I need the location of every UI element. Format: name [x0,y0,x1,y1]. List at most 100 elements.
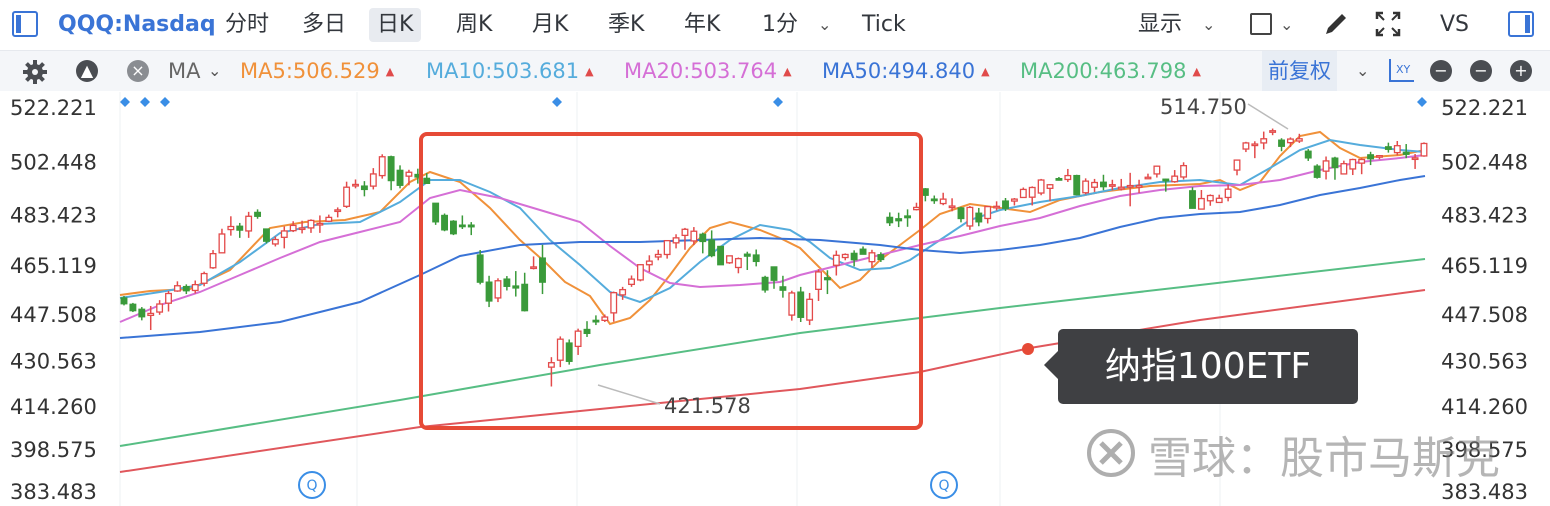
period-tab-yearly-k[interactable]: 年K [684,12,721,37]
candle-body [681,228,689,237]
period-tab-1min[interactable]: 1分 [762,12,798,37]
candle-body [173,285,181,292]
candle-body [1046,184,1054,189]
tooltip-anchor-dot [1022,343,1034,355]
period-tab-daily-k[interactable]: 日K [369,8,422,42]
candle-body [859,248,867,255]
chevron-down-icon[interactable]: ⌄ [1202,15,1216,34]
candle-body [717,245,725,266]
candle-body [797,291,805,318]
gear-icon[interactable] [22,59,48,85]
candle-body [895,218,903,222]
candle-body [1171,175,1179,183]
fullscreen-icon[interactable] [1374,10,1402,38]
candle-body [182,285,190,292]
candle-body [1082,180,1090,194]
zoom-out-icon[interactable]: − [1430,60,1452,82]
y-tick-label-left: 414.260 [10,395,97,419]
y-tick-label-right: 398.575 [1441,438,1528,462]
checkbox-icon[interactable] [1250,13,1272,35]
candle-body [1064,174,1072,181]
candle-body [1304,150,1312,159]
candle-body [1206,194,1214,202]
chevron-down-icon[interactable]: ⌄ [818,15,832,34]
candle-body [165,292,172,304]
ma50-value: MA50:494.840 ▲ [822,59,990,83]
candlestick-chart[interactable]: 522.221 502.448 483.423 465.119 447.508 430.5… [0,92,1550,506]
xueqiu-logo-icon [1087,429,1135,477]
candle-body [458,224,466,228]
candle-body [1251,143,1259,147]
event-diamond-icon [773,97,783,107]
period-tab-intraday[interactable]: 分时 [225,12,270,37]
chevron-down-icon[interactable]: ⌄ [1280,15,1294,34]
candle-body [1162,178,1170,182]
candle-body [156,303,164,313]
q-marker-icon[interactable]: Q [298,471,326,499]
sidebar-toggle-icon[interactable] [12,11,38,37]
ma5-value: MA5:506.529 ▲ [240,59,395,83]
candle-body [387,156,395,182]
candle-body [334,209,342,213]
display-menu[interactable]: 显示 [1138,12,1183,37]
candle-body [948,205,956,209]
ma-line-ma200 [119,258,1426,447]
ma-type-label[interactable]: MA [168,59,201,83]
candle-body [1313,165,1321,178]
right-panel-toggle-icon[interactable] [1508,11,1534,37]
candle-body [1233,159,1241,171]
candle-body [619,288,627,296]
y-tick-label-right: 465.119 [1441,254,1528,278]
period-tab-weekly-k[interactable]: 周K [456,12,493,37]
ma-line-ma5 [119,130,1426,326]
price-adjust-select[interactable]: 前复权 [1262,51,1337,91]
candle-body [316,222,324,226]
candle-body [601,316,609,321]
period-tab-quarterly-k[interactable]: 季K [608,12,645,37]
candle-body [1420,142,1428,157]
candle-body [815,271,822,290]
close-icon[interactable]: × [127,60,149,82]
candle-body [779,286,787,291]
event-diamond-icon [120,97,130,107]
candle-body [610,292,618,314]
pen-icon[interactable] [1322,10,1350,38]
candle-body [1384,146,1392,150]
zoom-minus-icon[interactable]: − [1470,60,1492,82]
ma20-value: MA20:503.764 ▲ [624,59,792,83]
chevron-down-icon[interactable]: ⌄ [1356,61,1370,80]
symbol-label[interactable]: QQQ:Nasdaq [58,12,216,37]
period-tab-tick[interactable]: Tick [862,12,906,37]
candle-body [904,215,912,219]
highlight-box [419,132,923,430]
candle-body [984,205,992,220]
candle-body [200,272,208,284]
candle-body [708,239,716,257]
candle-body [1108,184,1116,187]
y-tick-label-right: 430.563 [1441,350,1528,374]
period-tab-multiday[interactable]: 多日 [302,12,347,37]
candle-body [307,219,315,229]
event-diamond-icon [552,97,562,107]
candle-body [886,216,894,224]
axis-scale-icon[interactable]: XY [1386,57,1416,85]
period-tab-monthly-k[interactable]: 月K [532,12,569,37]
compare-button[interactable]: VS [1440,12,1470,37]
candle-body [1411,157,1419,161]
y-tick-label-left: 522.221 [10,96,97,120]
candle-body [1295,138,1303,142]
candle-body [966,206,974,227]
candle-body [841,253,849,259]
candle-body [556,338,564,361]
ma10-value: MA10:503.681 ▲ [426,59,594,83]
q-marker-icon[interactable]: Q [930,471,958,499]
candle-body [1037,179,1045,194]
series-tooltip: 纳指100ETF [1044,329,1358,404]
candle-body [236,225,244,231]
collapse-up-icon[interactable]: ▲ [76,60,98,82]
zoom-in-icon[interactable]: + [1510,60,1532,82]
chevron-down-icon[interactable]: ⌄ [208,61,222,80]
candle-body [939,198,947,205]
candle-body [806,298,814,321]
ma-line-ma20 [119,154,1426,323]
